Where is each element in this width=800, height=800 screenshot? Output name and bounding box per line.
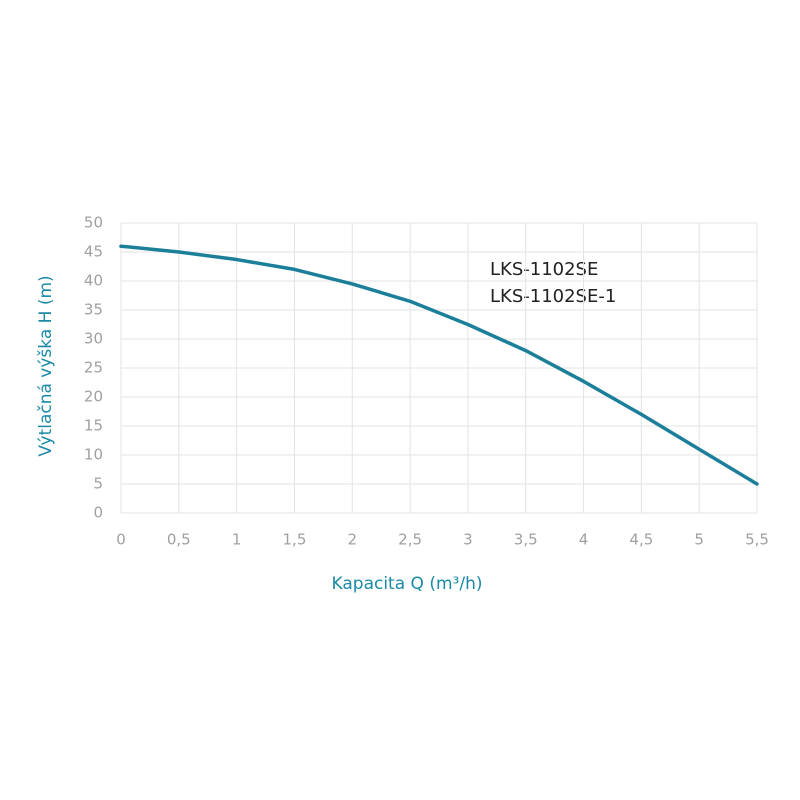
y-tick-label: 10 <box>84 446 103 464</box>
annotation: LKS-1102SE <box>490 259 598 280</box>
x-tick-label: 3,5 <box>514 531 538 549</box>
x-axis-label: Kapacita Q (m³/h) <box>332 574 483 594</box>
annotation: LKS-1102SE-1 <box>490 286 616 307</box>
y-tick-label: 5 <box>93 475 103 493</box>
x-tick-label: 3 <box>463 531 473 549</box>
y-tick-label: 15 <box>84 417 103 435</box>
x-tick-label: 4,5 <box>629 531 653 549</box>
x-tick-label: 1 <box>232 531 242 549</box>
y-tick-label: 35 <box>84 301 103 319</box>
y-tick-label: 25 <box>84 359 103 377</box>
x-tick-label: 2,5 <box>398 531 422 549</box>
y-tick-label: 20 <box>84 388 103 406</box>
y-tick-label: 45 <box>84 243 103 261</box>
x-tick-label: 1,5 <box>283 531 307 549</box>
y-tick-label: 50 <box>84 214 103 232</box>
line <box>119 244 759 486</box>
y-tick-label: 30 <box>84 330 103 348</box>
x-tick-label: 0,5 <box>167 531 191 549</box>
x-tick-label: 4 <box>579 531 589 549</box>
y-axis-label: Výtlačná výška H (m) <box>36 275 56 456</box>
x-tick-label: 5,5 <box>745 531 769 549</box>
y-tick-label: 40 <box>84 272 103 290</box>
x-tick-label: 0 <box>116 531 126 549</box>
x-tick-label: 5 <box>694 531 704 549</box>
x-tick-label: 2 <box>347 531 357 549</box>
y-tick-label: 0 <box>93 504 103 522</box>
